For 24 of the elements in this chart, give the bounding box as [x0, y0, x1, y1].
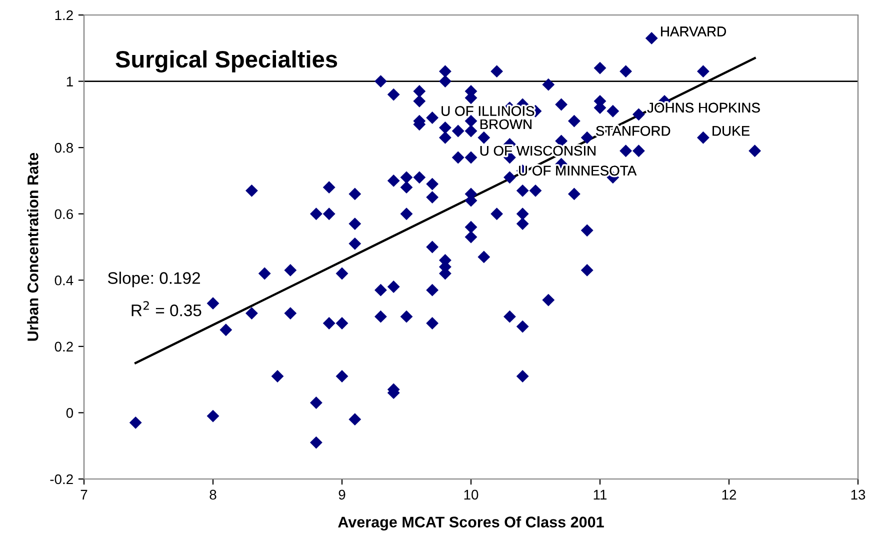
x-tick-label: 9: [338, 490, 346, 500]
y-tick-label: 0.8: [54, 142, 73, 153]
y-tick-label: -0.2: [50, 474, 73, 484]
x-tick-label: 7: [80, 490, 88, 500]
x-tick-label: 10: [464, 490, 478, 500]
y-axis-title: Urban Concentration Rate: [27, 152, 38, 341]
y-tick-label: 0.4: [54, 275, 74, 286]
x-tick-label: 13: [851, 490, 866, 500]
annotation: R$^{2}$ = 0.35: [132, 301, 202, 316]
x-tick-label: 12: [722, 490, 736, 500]
annotation: Slope: 0.192: [108, 272, 200, 288]
x-axis-title: Average MCAT Scores Of Class 2001: [338, 516, 604, 531]
x-tick-label: 11: [594, 490, 607, 500]
annotation: BROWN: [480, 119, 532, 130]
y-tick-label: 1: [66, 76, 73, 86]
y-tick-label: 0.2: [54, 342, 73, 352]
y-tick-label: 0: [66, 408, 74, 418]
annotation: HARVARD: [661, 26, 726, 36]
y-tick-label: 1.2: [55, 10, 73, 20]
annotation: U OF MINNESOTA: [519, 166, 637, 176]
x-tick-label: 8: [210, 490, 216, 500]
y-tick-label: 0.6: [54, 209, 73, 220]
annotation: DUKE: [712, 126, 750, 136]
text: Surgical Specialties: [116, 50, 338, 72]
